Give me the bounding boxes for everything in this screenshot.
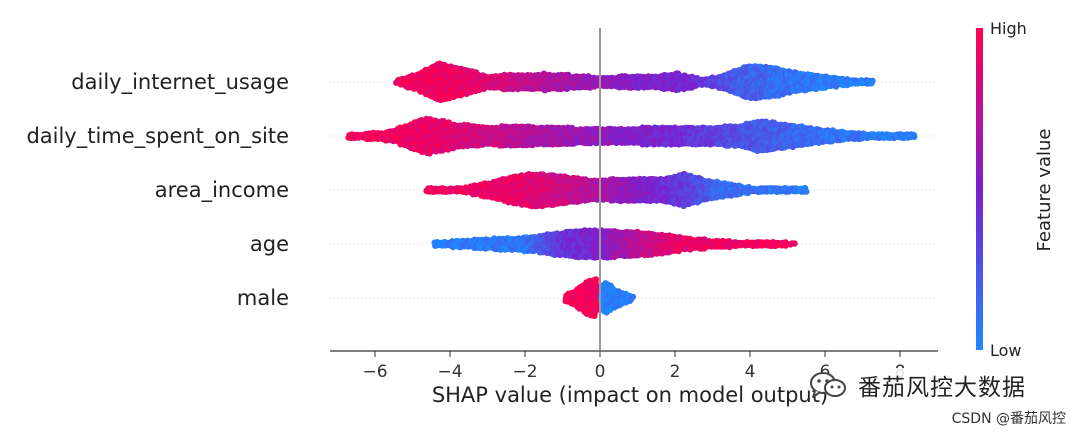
- x-axis-label: SHAP value (impact on model output): [432, 383, 828, 407]
- colorbar: [976, 28, 983, 350]
- beeswarm-row-age: [431, 227, 798, 261]
- beeswarm-points: [345, 60, 918, 319]
- colorbar-low-label: Low: [990, 341, 1022, 360]
- feature-label-daily_time_spent_on_site: daily_time_spent_on_site: [26, 124, 289, 149]
- shap-point: [911, 133, 918, 140]
- feature-label-daily_internet_usage: daily_internet_usage: [71, 70, 289, 95]
- x-tick-label: −2: [512, 362, 537, 382]
- shap-point: [791, 240, 798, 247]
- colorbar-high-label: High: [990, 19, 1027, 38]
- shap-point: [868, 79, 875, 86]
- feature-label-age: age: [250, 232, 289, 256]
- credit-text: CSDN @番茄风控: [951, 411, 1066, 427]
- x-tick-label: 2: [670, 362, 681, 382]
- shap-point: [591, 312, 598, 319]
- shap-point: [709, 140, 716, 147]
- beeswarm-row-area_income: [423, 170, 810, 210]
- watermark: 番茄风控大数据: [808, 368, 1030, 402]
- watermark-text: 番茄风控大数据: [854, 368, 1030, 402]
- x-tick-label: −4: [437, 362, 462, 382]
- x-tick-label: 0: [595, 362, 606, 382]
- feature-label-male: male: [237, 286, 289, 310]
- x-tick-label: −6: [362, 362, 387, 382]
- x-tick-label: 4: [745, 362, 756, 382]
- feature-labels: daily_internet_usage daily_time_spent_on_…: [26, 70, 289, 310]
- beeswarm-row-daily_internet_usage: [393, 60, 876, 104]
- colorbar-title: Feature value: [1034, 129, 1055, 252]
- wechat-icon: [810, 372, 846, 398]
- shap-point: [627, 296, 635, 303]
- beeswarm-row-daily_time_spent_on_site: [345, 115, 918, 157]
- feature-label-area_income: area_income: [155, 178, 289, 203]
- shap-point: [803, 188, 810, 195]
